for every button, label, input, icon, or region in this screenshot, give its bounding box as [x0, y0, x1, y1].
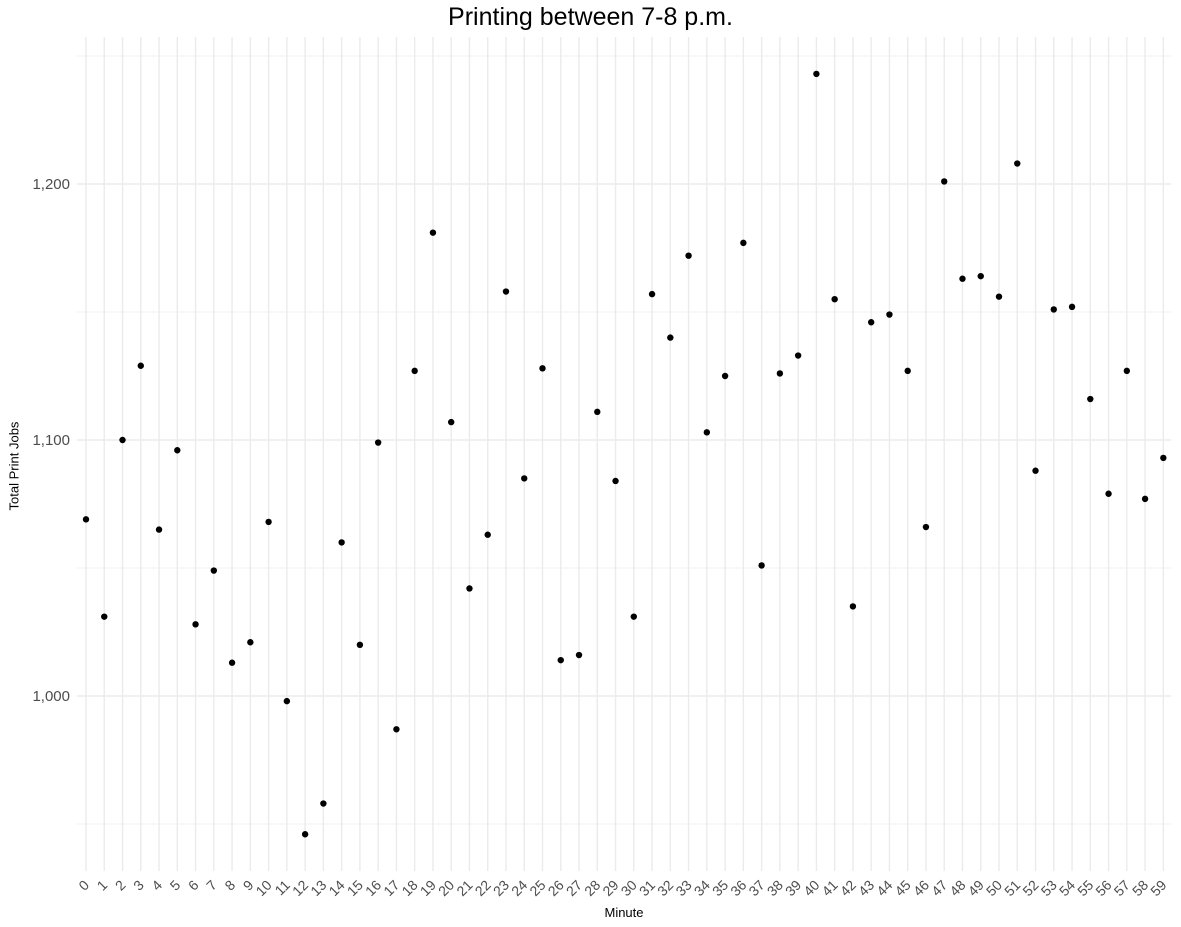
data-point	[155, 526, 163, 533]
data-point	[648, 290, 656, 298]
data-point	[393, 726, 400, 733]
data-point	[539, 365, 546, 372]
data-point	[265, 518, 272, 526]
data-point	[1087, 395, 1094, 403]
data-point	[283, 697, 291, 705]
data-point	[849, 603, 857, 610]
data-point	[228, 659, 236, 666]
data-point	[1032, 467, 1039, 474]
y-tick-label: 1,000	[32, 688, 70, 705]
x-tick-label: 6	[185, 877, 202, 894]
data-point	[247, 639, 254, 646]
data-point	[411, 367, 418, 375]
data-point	[594, 408, 601, 416]
x-tick-label: 4	[148, 877, 165, 894]
data-point	[703, 429, 711, 436]
x-tick-label: 8	[221, 877, 238, 894]
x-tick-label: 1	[94, 877, 111, 894]
data-point	[484, 531, 491, 538]
data-point	[338, 539, 345, 546]
data-point	[174, 447, 181, 454]
data-point	[941, 178, 948, 185]
data-point	[210, 567, 218, 574]
x-tick-label: 7	[203, 877, 220, 894]
data-point	[521, 475, 528, 482]
data-point	[867, 319, 875, 326]
data-point	[1123, 367, 1131, 375]
data-point	[575, 651, 583, 659]
data-point	[667, 334, 674, 341]
x-tick-label: 5	[167, 877, 184, 894]
data-point	[192, 621, 199, 628]
data-point	[429, 229, 437, 236]
data-point	[995, 293, 1003, 300]
y-tick-label: 1,100	[32, 432, 70, 449]
chart-title: Printing between 7-8 p.m.	[448, 3, 733, 31]
x-tick-label: 59	[1147, 877, 1169, 899]
data-point	[922, 523, 930, 531]
data-point	[831, 296, 838, 303]
data-point	[758, 562, 765, 569]
data-point	[101, 613, 108, 620]
data-point	[886, 311, 893, 318]
data-point	[1141, 495, 1149, 503]
data-point	[721, 372, 729, 380]
data-point	[1014, 160, 1021, 167]
data-point	[374, 439, 382, 446]
data-point	[1050, 306, 1057, 313]
x-tick-label: 0	[75, 877, 92, 894]
data-point	[119, 436, 126, 444]
data-point	[448, 418, 455, 426]
data-point	[794, 352, 802, 359]
data-point	[137, 362, 144, 369]
data-point	[356, 641, 364, 648]
data-point	[502, 288, 510, 295]
data-point	[466, 585, 473, 592]
data-point	[1160, 454, 1167, 462]
data-point	[740, 239, 747, 247]
data-point	[1068, 303, 1076, 311]
data-point	[82, 516, 90, 523]
data-point	[630, 613, 637, 620]
data-point	[813, 70, 820, 78]
data-point	[977, 272, 984, 280]
data-point	[685, 252, 692, 259]
data-point	[1105, 490, 1112, 497]
data-point	[301, 831, 309, 838]
x-tick-label: 2	[112, 877, 129, 894]
data-point	[557, 656, 564, 664]
x-tick-label: 3	[130, 877, 147, 894]
data-point	[320, 800, 327, 807]
data-point	[776, 370, 784, 377]
x-axis-label: Minute	[604, 905, 644, 920]
data-point	[959, 275, 966, 282]
data-point	[904, 367, 911, 375]
y-tick-label: 1,200	[32, 176, 70, 193]
data-point	[612, 477, 619, 485]
